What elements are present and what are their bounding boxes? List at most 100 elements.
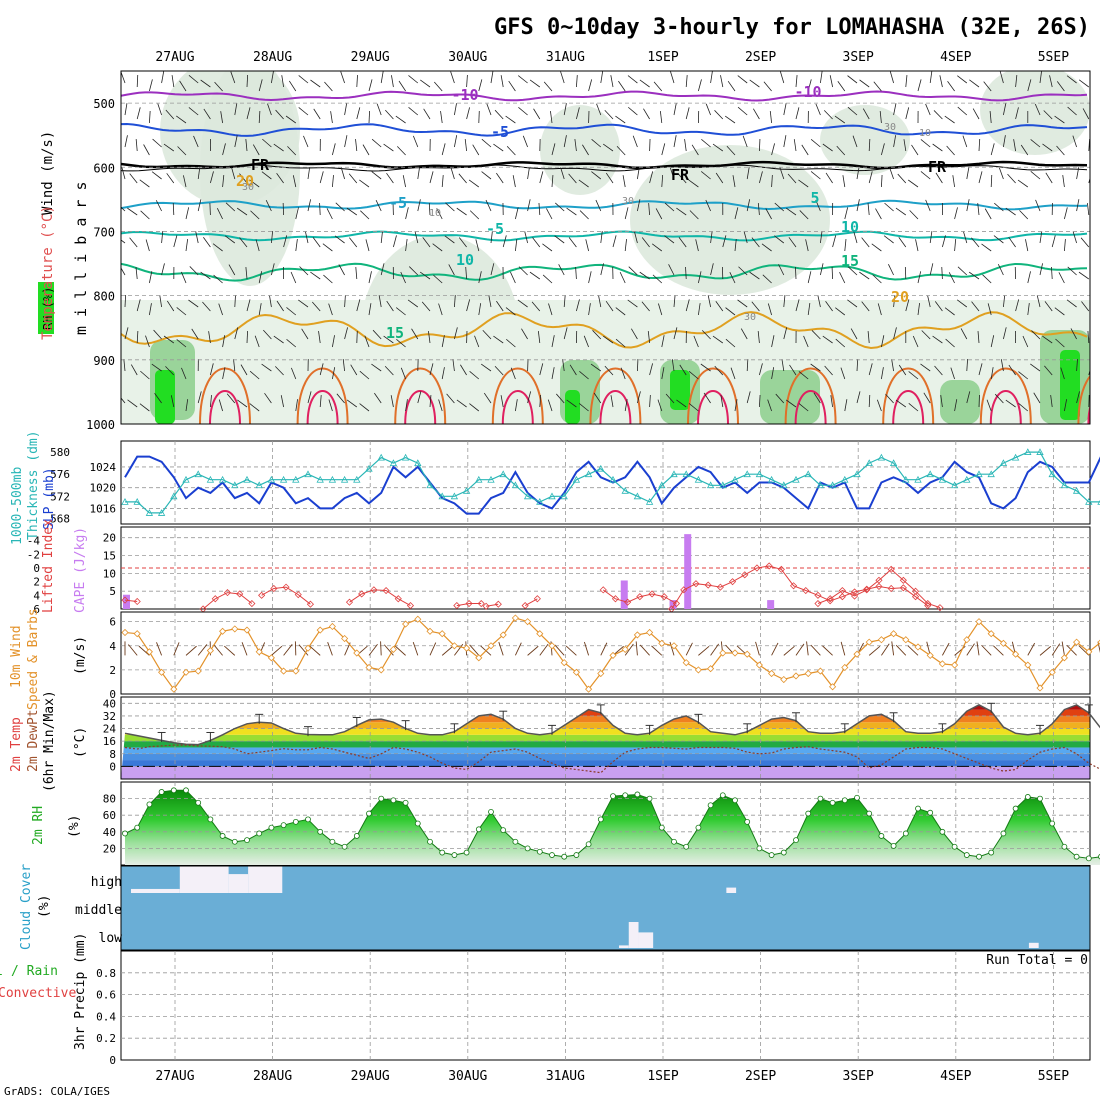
wind-barb: [140, 180, 150, 187]
grads-credit: GrADS: COLA/IGES: [4, 1085, 110, 1098]
wind-barb: [434, 82, 442, 91]
wind-barb: [885, 203, 894, 211]
wind-barb: [930, 71, 932, 83]
wind-barb: [430, 171, 433, 183]
upper-y-label: m i l l i b a r s: [72, 181, 90, 335]
rh-point: [940, 829, 945, 834]
cloud-middle-label: middle: [75, 903, 122, 918]
rh-point: [525, 846, 530, 851]
rh-point: [330, 839, 335, 844]
wind-barb: [482, 172, 491, 179]
temp-tick: 16: [103, 735, 116, 748]
wind-barb: [156, 200, 161, 211]
wind-barb: [467, 107, 470, 119]
rh-point: [562, 854, 567, 859]
wind-barb: [674, 103, 676, 115]
rh-point: [611, 794, 616, 799]
rh-point: [574, 853, 579, 858]
wind-barb: [1064, 207, 1067, 219]
wind-barb: [534, 109, 540, 119]
wind-barb: [469, 180, 479, 187]
wind-barb: [686, 107, 689, 119]
contour-label: -5: [486, 220, 504, 238]
wind-barb: [203, 237, 210, 247]
wind-barb: [743, 136, 747, 147]
wind-barb: [1040, 231, 1042, 243]
wind-barb: [1046, 173, 1052, 183]
rh-contour-label: 30: [622, 196, 634, 207]
cape-tick: 20: [103, 532, 116, 545]
wind-barb: [349, 238, 356, 247]
wind-barb: [289, 81, 296, 91]
wind-barb: [945, 116, 955, 123]
wind-barb: [310, 272, 320, 279]
wind10-barb: [896, 645, 906, 655]
rh-point: [135, 825, 140, 830]
temp-tick: 32: [103, 710, 116, 723]
wind10-point: [195, 668, 201, 674]
wind-barb: [715, 110, 723, 119]
rh-point: [501, 828, 506, 833]
rh-tick: 60: [103, 809, 116, 822]
wind10-barb: [892, 641, 894, 655]
wind-barb: [947, 146, 955, 155]
rh-point: [928, 810, 933, 815]
temp-tick: 0: [109, 760, 116, 773]
wind-barb: [979, 139, 980, 151]
upper-ytick: 800: [93, 290, 115, 304]
cloud-label: Cloud Cover: [19, 864, 34, 950]
dewpt-label: 2m DewPt: [26, 709, 41, 772]
rh-point: [1038, 796, 1043, 801]
rh-point: [623, 793, 628, 798]
wind-barb: [121, 72, 125, 83]
wind10-barb: [395, 646, 405, 655]
wind-barb: [299, 75, 308, 83]
wind-barb: [359, 180, 369, 187]
wind-barb: [546, 208, 552, 219]
rh-point: [354, 833, 359, 838]
rh-point: [733, 798, 738, 803]
wind-barb: [868, 203, 869, 215]
date-label-top: 3SEP: [843, 50, 874, 65]
rh-point: [1074, 854, 1079, 859]
rh-point: [245, 838, 250, 843]
wind-barb: [372, 139, 381, 147]
rh-point: [964, 853, 969, 858]
contour-label: -10: [451, 86, 478, 104]
wind-barb: [332, 175, 333, 187]
cloud-unit: (%): [37, 895, 52, 918]
cape-tick: 15: [103, 550, 116, 563]
wind-barb: [130, 238, 138, 247]
wind10-barb: [156, 642, 161, 655]
wind-barb: [1028, 271, 1031, 283]
cloud-block: [180, 866, 229, 893]
wind-barb: [1036, 200, 1040, 211]
wind-barb: [119, 265, 125, 275]
wind-barb: [381, 71, 383, 83]
rh-point: [159, 789, 164, 794]
wind-barb: [186, 239, 188, 251]
cloud-low-label: low: [99, 931, 123, 946]
wind10-point: [232, 626, 238, 632]
rh-point: [464, 850, 469, 855]
thickness-tick: 580: [50, 446, 70, 459]
wind-barb: [115, 236, 125, 243]
wind-barb: [186, 207, 189, 219]
wind-barb: [162, 231, 163, 243]
wind10-barb: [841, 642, 845, 656]
wind-barb: [323, 275, 332, 283]
wind-barb: [670, 72, 674, 83]
cloud-block: [619, 945, 629, 948]
wind-barb: [910, 210, 918, 219]
wind-barb: [706, 104, 710, 115]
date-label-top: 1SEP: [647, 50, 678, 65]
wind-barb: [1087, 203, 1088, 215]
wind-barb: [539, 203, 540, 215]
wind10-point: [793, 673, 799, 679]
date-label-bottom: 27AUG: [155, 1069, 194, 1084]
wind-barb: [796, 107, 799, 119]
wind-barb: [457, 208, 467, 215]
chart-title: GFS 0~10day 3-hourly for LOMAHASHA (32E,…: [494, 15, 1090, 40]
